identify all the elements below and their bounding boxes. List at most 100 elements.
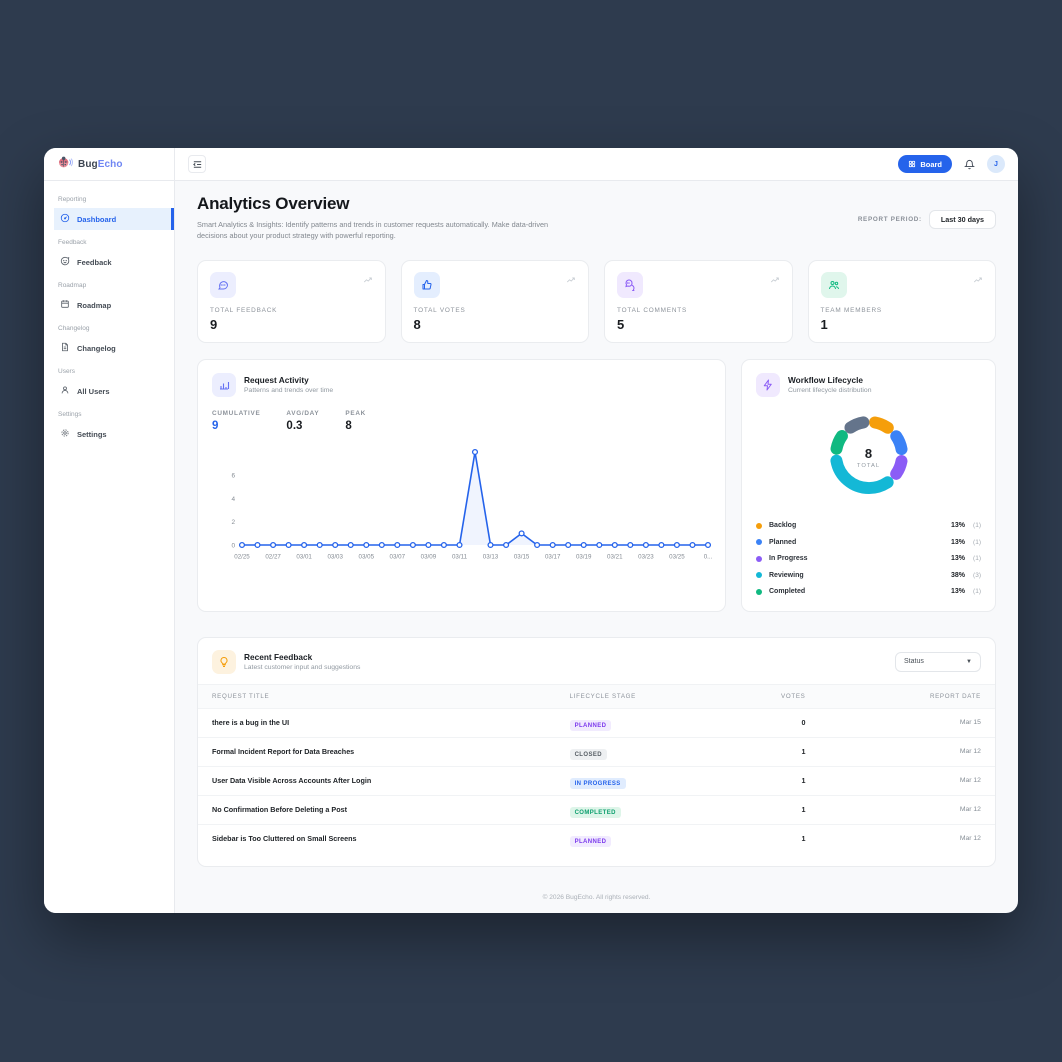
chat-smiley-icon — [60, 253, 70, 271]
stat-label: TOTAL COMMENTS — [617, 306, 688, 314]
svg-text:03/09: 03/09 — [421, 553, 437, 560]
svg-text:03/03: 03/03 — [327, 553, 343, 560]
collapse-sidebar-icon — [192, 160, 201, 168]
stat-value: 8 — [413, 316, 421, 332]
lifecycle-donut-chart: 8 TOTAL — [823, 409, 915, 506]
votes-value: 0 — [801, 718, 806, 728]
votes-value: 1 — [801, 747, 806, 757]
brand-name: BugEcho — [78, 158, 123, 170]
report-period-label: REPORT PERIOD: — [857, 216, 922, 223]
lifecycle-legend: Backlog 13% (1) Planned 13% (1) In Progress 13%… — [756, 518, 981, 601]
legend-row-completed: Completed 13% (1) — [756, 584, 981, 601]
lightbulb-icon — [212, 649, 236, 674]
legend-row-reviewing: Reviewing 38% (3) — [756, 567, 981, 584]
donut-svg — [829, 415, 908, 494]
stage-badge: CLOSED — [569, 749, 607, 761]
stat-value: 1 — [820, 316, 828, 332]
sidebar-section-label: Reporting — [58, 196, 87, 203]
bolt-icon — [756, 372, 780, 397]
sidebar-item-all-users[interactable]: All Users — [54, 380, 174, 402]
donut-total-label: TOTAL — [856, 462, 881, 469]
topbar: Board J — [175, 148, 1018, 181]
report-period-select[interactable]: Last 30 days — [928, 210, 996, 229]
calendar-icon — [60, 296, 70, 314]
stat-label: TOTAL FEEDBACK — [210, 306, 278, 314]
sidebar-section-label: Changelog — [58, 325, 90, 332]
sidebar-section-label: Users — [58, 368, 75, 375]
trend-icon — [973, 272, 983, 290]
status-filter-select[interactable]: Status ▼ — [895, 651, 981, 672]
sidebar-item-dashboard[interactable]: Dashboard — [54, 208, 174, 230]
sidebar-item-changelog[interactable]: Changelog — [54, 337, 174, 359]
app-window: BugEcho Reporting Dashboard Feedback Feedba… — [44, 148, 1018, 913]
thumbs-up-icon — [413, 271, 440, 298]
comments-icon — [617, 271, 643, 298]
column-header: REQUEST TITLE — [212, 692, 270, 700]
sidebar-section-label: Roadmap — [58, 282, 87, 289]
feedback-subtitle: Latest customer input and suggestions — [244, 664, 361, 672]
svg-text:03/17: 03/17 — [545, 553, 561, 560]
stat-value: 9 — [210, 316, 218, 332]
document-icon — [60, 339, 70, 357]
svg-text:02/25: 02/25 — [234, 553, 250, 560]
stage-badge: PLANNED — [569, 720, 612, 732]
stat-card-total-votes: TOTAL VOTES 8 — [400, 259, 589, 343]
stat-card-total-feedback: TOTAL FEEDBACK 9 — [197, 259, 386, 343]
votes-value: 1 — [801, 834, 806, 844]
svg-text:03/15: 03/15 — [514, 553, 530, 560]
table-row[interactable]: Sidebar is Too Cluttered on Small Screen… — [198, 823, 995, 853]
chevron-down-icon: ▼ — [966, 658, 972, 665]
metric-cumulative: CUMULATIVE 9 — [212, 409, 261, 432]
column-header: LIFECYCLE STAGE — [569, 692, 637, 700]
svg-text:2: 2 — [231, 519, 235, 526]
workflow-lifecycle-card: Workflow Lifecycle Current lifecycle dis… — [741, 358, 996, 612]
stats-row: TOTAL FEEDBACK 9 TOTAL VOTES 8 TOTAL COMMENT… — [197, 259, 996, 343]
report-date: Mar 12 — [959, 806, 981, 814]
board-button[interactable]: Board — [898, 155, 952, 173]
table-row[interactable]: there is a bug in the UI PLANNED 0 Mar 15 — [198, 707, 995, 737]
page-description: Smart Analytics & Insights: Identify pat… — [197, 220, 549, 241]
request-title: Formal Incident Report for Data Breaches — [212, 747, 355, 757]
sidebar-item-roadmap[interactable]: Roadmap — [54, 294, 174, 316]
activity-subtitle: Patterns and trends over time — [244, 387, 334, 395]
table-row[interactable]: Formal Incident Report for Data Breaches… — [198, 736, 995, 766]
gauge-icon — [60, 210, 70, 228]
votes-value: 1 — [801, 805, 806, 815]
stat-label: TOTAL VOTES — [413, 306, 466, 314]
svg-text:4: 4 — [231, 495, 235, 502]
svg-text:0...: 0... — [704, 553, 713, 560]
sidebar-collapse-button[interactable] — [188, 155, 206, 173]
report-date: Mar 12 — [959, 835, 981, 843]
sidebar-item-feedback[interactable]: Feedback — [54, 251, 174, 273]
stage-badge: PLANNED — [569, 836, 612, 848]
legend-dot — [756, 522, 762, 529]
activity-metrics: CUMULATIVE 9 AVG/DAY 0.3 PEAK 8 — [212, 410, 711, 432]
page-title: Analytics Overview — [197, 194, 350, 213]
brand[interactable]: BugEcho — [44, 148, 174, 181]
notifications-button[interactable] — [964, 159, 975, 170]
stat-card-team-members: TEAM MEMBERS 1 — [807, 259, 996, 343]
recent-feedback-card: Recent Feedback Latest customer input an… — [197, 636, 996, 867]
svg-text:03/21: 03/21 — [607, 553, 623, 560]
legend-row-planned: Planned 13% (1) — [756, 534, 981, 551]
user-avatar[interactable]: J — [987, 155, 1005, 173]
sidebar-section-label: Feedback — [58, 239, 87, 246]
legend-dot — [756, 572, 762, 579]
stage-badge: IN PROGRESS — [569, 778, 626, 790]
svg-text:03/19: 03/19 — [576, 553, 592, 560]
main-column: Board J Analytics Overview Smart Analyti… — [175, 148, 1018, 913]
legend-dot — [756, 588, 762, 595]
stat-value: 5 — [617, 316, 625, 332]
feedback-table-body: there is a bug in the UI PLANNED 0 Mar 15 Fo… — [198, 707, 995, 853]
svg-text:0: 0 — [231, 542, 235, 549]
svg-text:03/13: 03/13 — [483, 553, 499, 560]
table-row[interactable]: User Data Visible Across Accounts After … — [198, 765, 995, 795]
feedback-title: Recent Feedback — [244, 652, 313, 663]
legend-row-backlog: Backlog 13% (1) — [756, 518, 981, 535]
stat-card-total-comments: TOTAL COMMENTS 5 — [604, 259, 793, 343]
svg-text:03/11: 03/11 — [452, 553, 468, 560]
sidebar-item-settings[interactable]: Settings — [54, 423, 174, 445]
table-row[interactable]: No Confirmation Before Deleting a Post CO… — [198, 794, 995, 824]
request-title: Sidebar is Too Cluttered on Small Screen… — [212, 834, 357, 844]
team-icon — [820, 271, 847, 298]
